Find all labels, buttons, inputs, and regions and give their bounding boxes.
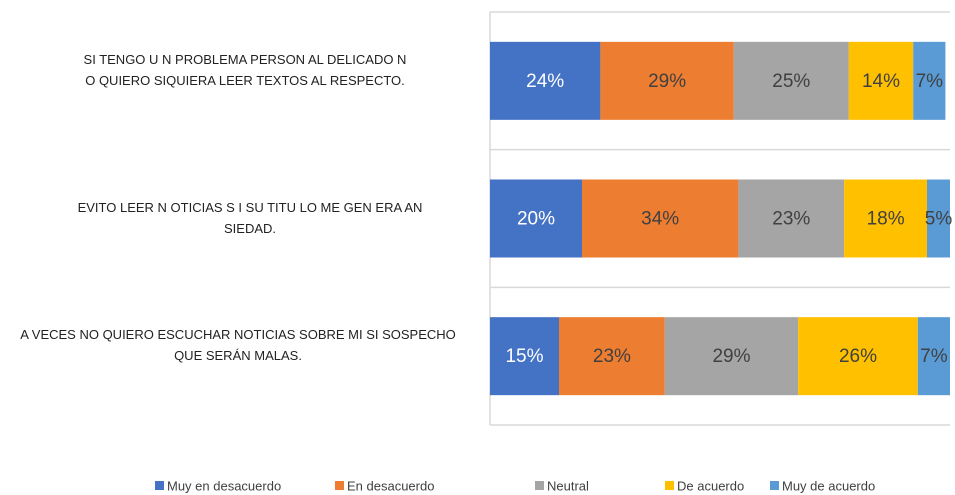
value-label: 7% (920, 346, 948, 367)
bar-segment (913, 41, 946, 120)
bar-segment (600, 41, 734, 120)
bar-segment (733, 41, 849, 120)
value-label: 14% (862, 71, 900, 92)
bar-segment (490, 317, 559, 396)
bar-segment (490, 41, 601, 120)
legend-label: Neutral (547, 478, 589, 493)
bar-segment (917, 317, 950, 396)
bar-segment (848, 41, 914, 120)
legend-swatch (770, 481, 779, 490)
legend-label: De acuerdo (677, 478, 744, 493)
value-label: 5% (925, 209, 953, 230)
value-label: 15% (505, 346, 543, 367)
value-label: 23% (593, 346, 631, 367)
value-label: 7% (916, 71, 944, 92)
bar-segment (664, 317, 799, 396)
category-label: A VECES NO QUIERO ESCUCHAR NOTICIAS SOBR… (20, 327, 456, 364)
value-label: 18% (867, 209, 905, 230)
bar-segment (559, 317, 665, 396)
bar-segment (927, 179, 950, 258)
value-label: 23% (772, 209, 810, 230)
value-label: 20% (517, 209, 555, 230)
bar-segment (798, 317, 918, 396)
legend-swatch (665, 481, 674, 490)
bar-segment (738, 179, 845, 258)
category-label: EVITO LEER N OTICIAS S I SU TITU LO ME G… (77, 199, 423, 236)
legend-label: Muy de acuerdo (782, 478, 875, 493)
bar-segment (844, 179, 927, 258)
bar-segment (582, 179, 739, 258)
value-label: 34% (641, 209, 679, 230)
legend-label: Muy en desacuerdo (167, 478, 281, 493)
legend-swatch (155, 481, 164, 490)
legend-swatch (535, 481, 544, 490)
value-label: 29% (648, 71, 686, 92)
value-label: 25% (772, 71, 810, 92)
value-label: 26% (839, 346, 877, 367)
value-label: 29% (712, 346, 750, 367)
legend-swatch (335, 481, 344, 490)
category-label: SI TENGO U N PROBLEMA PERSON AL DELICADO… (83, 51, 407, 88)
bar-segment (490, 179, 582, 258)
value-label: 24% (526, 71, 564, 92)
legend-label: En desacuerdo (347, 478, 434, 493)
